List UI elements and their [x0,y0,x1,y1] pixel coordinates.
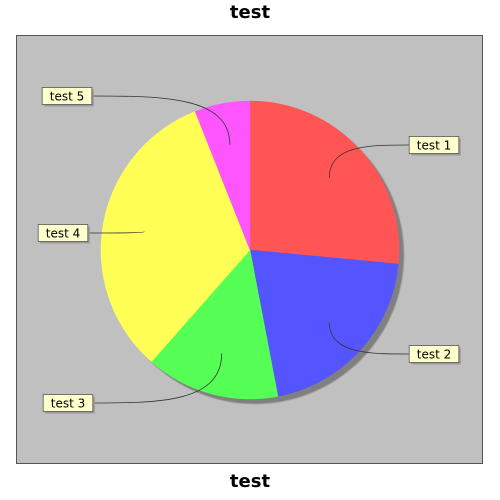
pie-label-2-text: test 2 [417,348,452,362]
pie-slice-4[interactable] [100,111,251,363]
pie-label-4-box [37,224,89,242]
pie-label-2-box [408,345,460,363]
chart-title: test [229,2,271,23]
pie-label-3-box [42,394,94,412]
pie-slice-3[interactable] [151,249,279,400]
pie-label-5-text: test 5 [50,90,85,104]
pie-leader-1 [328,144,410,178]
pie-label-3-text: test 3 [51,397,86,411]
pie-slice-5[interactable] [194,100,251,251]
pie-label-4-text: test 4 [46,227,81,241]
pie-label-1-text: test 1 [417,139,452,153]
pie-slice-2[interactable] [249,249,399,397]
chart-subtitle: test [229,471,271,492]
pie-leader-5 [91,95,231,145]
pie-leader-4 [87,231,145,234]
pie-label-5-box [41,87,93,105]
pie-slice-1[interactable] [249,100,400,265]
pie-leader-2 [328,322,410,355]
pie-leader-3 [92,353,223,404]
pie-label-1-box [408,136,460,154]
